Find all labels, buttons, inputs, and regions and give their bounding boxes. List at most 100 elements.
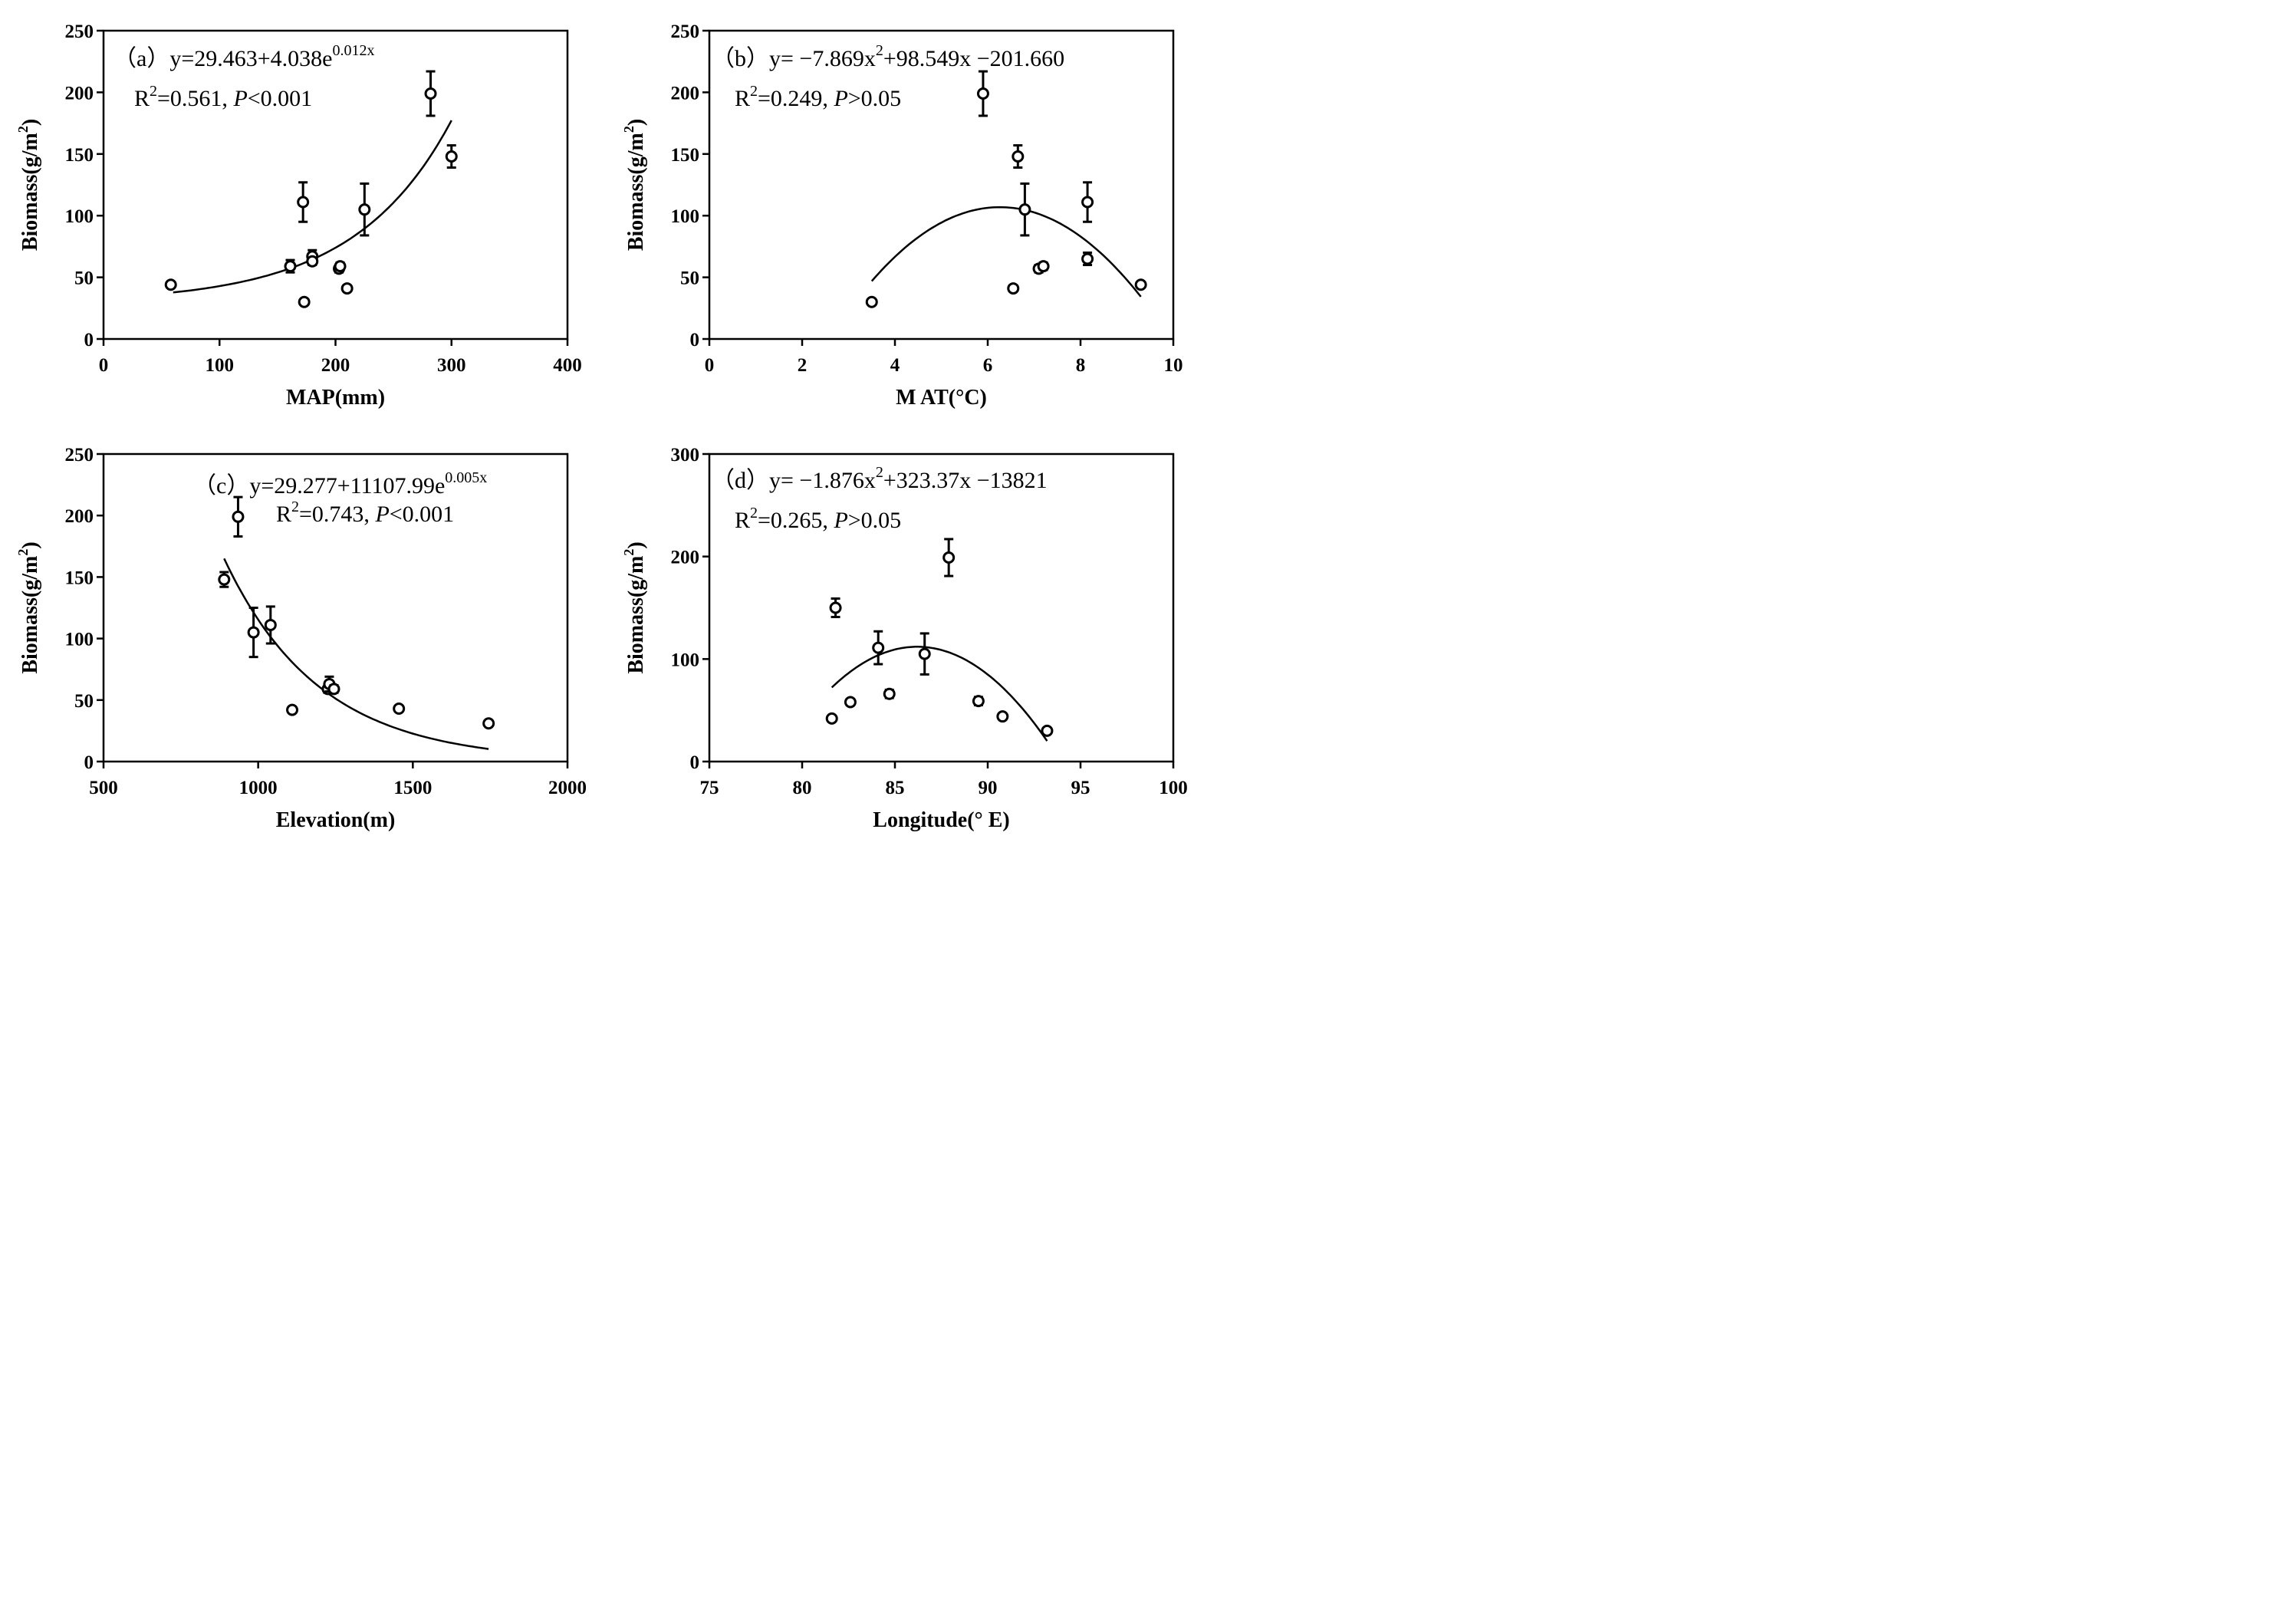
fit-curve [870, 206, 1142, 298]
data-point [327, 683, 340, 696]
data-point [1018, 203, 1031, 216]
data-point [264, 618, 277, 631]
fit-curve [831, 646, 1048, 742]
data-point-group [482, 717, 495, 730]
y-axis-label: Biomass(g/m2) [621, 119, 648, 251]
equation-main: y= −7.869x [769, 46, 876, 71]
data-point [247, 626, 260, 639]
data-point [358, 203, 371, 216]
y-axis-label-sup: 2 [15, 126, 31, 133]
r2-prefix: R [735, 86, 750, 111]
data-point-group [1007, 282, 1020, 295]
data-point-group [829, 597, 842, 619]
y-axis-label-main: Biomass(g/m [624, 556, 648, 674]
data-point [1134, 278, 1147, 291]
r2-value: =0.249, [758, 86, 834, 111]
x-axis-label: M AT(°C) [896, 386, 987, 410]
r-squared-text: R2=0.265, P>0.05 [735, 505, 901, 533]
y-axis-label-close: ) [18, 119, 42, 126]
data-point-group [872, 630, 885, 666]
y-tick-label: 50 [74, 691, 94, 712]
data-point-group [1041, 724, 1054, 737]
data-point [393, 702, 406, 716]
panel-a: 0 50 100 150 200 250 0 100 200 300 400 MAP(mm) Bioma… [15, 21, 582, 410]
data-point [445, 150, 458, 163]
data-point-group [334, 260, 347, 273]
data-point [1037, 260, 1050, 273]
data-point [218, 573, 231, 586]
data-point-group [286, 703, 299, 716]
r2-value: =0.561, [157, 86, 233, 111]
y-tick-label: 50 [680, 268, 699, 289]
x-tick-label: 75 [700, 778, 719, 798]
data-point-group [218, 571, 231, 588]
y-tick-label: 100 [65, 206, 94, 227]
data-point [883, 687, 896, 700]
x-tick-label: 2000 [548, 778, 587, 798]
panel-c: 0 50 100 150 200 250 500 1000 1500 2000 Elevation(… [15, 445, 587, 832]
data-point [865, 295, 878, 308]
y-axis-label-sup: 2 [621, 126, 636, 133]
x-axis-label: Elevation(m) [276, 808, 396, 832]
data-point [1081, 196, 1094, 209]
x-tick-label: 80 [793, 778, 812, 798]
x-tick-label: 200 [321, 355, 350, 376]
data-point [298, 295, 311, 308]
y-tick-label: 0 [690, 330, 700, 350]
data-point [424, 87, 437, 100]
data-point-group [1081, 181, 1094, 223]
r2-prefix: R [735, 508, 750, 533]
y-axis-label-close: ) [18, 541, 42, 548]
y-tick-label: 100 [671, 650, 700, 670]
fit-curve [223, 558, 489, 750]
data-point-group [1018, 182, 1031, 237]
y-tick-label: 200 [65, 506, 94, 527]
r2-sup: 2 [291, 498, 299, 515]
data-point [1081, 252, 1094, 265]
r2-prefix: R [276, 502, 291, 527]
data-point [942, 551, 956, 564]
data-point [996, 710, 1009, 723]
data-point-group [996, 710, 1009, 723]
data-point-group [393, 702, 406, 716]
x-tick-label: 10 [1164, 355, 1183, 376]
x-tick-label: 85 [886, 778, 905, 798]
r2-sup: 2 [750, 505, 758, 522]
y-tick-label: 150 [671, 145, 700, 166]
data-point-group [972, 695, 985, 708]
y-axis-label-main: Biomass(g/m [18, 133, 42, 251]
r-squared-text: R2=0.743, P<0.001 [276, 498, 454, 527]
equation-sup: 0.005x [445, 469, 487, 486]
x-tick-label: 95 [1071, 778, 1090, 798]
panel-tag: （a） [113, 46, 169, 71]
equation-main: y=29.277+11107.99e [249, 473, 445, 498]
p-value: <0.001 [248, 86, 312, 111]
panel-d: 0 100 200 300 75 80 85 90 95 100 Longitude(° E) Bio… [621, 445, 1188, 832]
y-axis-label-close: ) [624, 119, 648, 126]
fit-equation: （c）y=29.277+11107.99e0.005x [193, 469, 487, 498]
data-point [232, 510, 245, 523]
data-point [844, 696, 857, 709]
y-tick-label: 100 [65, 630, 94, 650]
x-tick-label: 6 [983, 355, 993, 376]
equation-sup: 0.012x [332, 42, 374, 59]
data-point [829, 601, 842, 614]
data-point [918, 647, 931, 660]
x-axis-label: MAP(mm) [286, 386, 385, 410]
p-symbol: P [833, 508, 847, 533]
x-tick-label: 1500 [393, 778, 432, 798]
y-tick-label: 150 [65, 568, 94, 588]
data-point-group [358, 182, 371, 237]
p-value: >0.05 [848, 86, 901, 111]
data-point [976, 87, 989, 100]
y-tick-label: 200 [671, 83, 700, 104]
plot-frame [102, 29, 569, 341]
x-tick-label: 2 [798, 355, 808, 376]
equation-sup: 2 [876, 464, 883, 481]
data-point [306, 255, 319, 268]
x-tick-label: 1000 [239, 778, 278, 798]
equation-main: y=29.463+4.038e [169, 46, 332, 71]
p-symbol: P [374, 502, 389, 527]
data-point-group [164, 278, 177, 291]
x-tick-label: 100 [1159, 778, 1188, 798]
